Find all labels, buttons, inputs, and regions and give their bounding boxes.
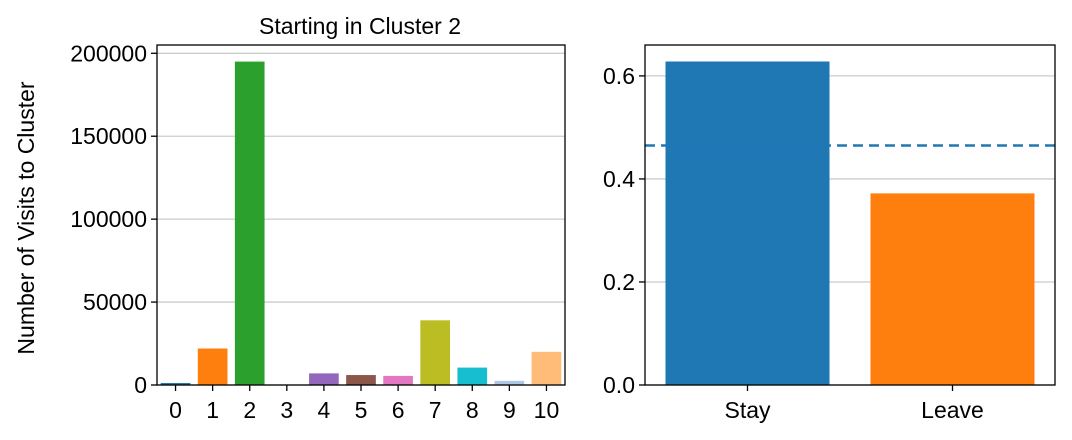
axes-frame [644, 44, 1056, 386]
x-tick-label: 4 [318, 397, 331, 423]
x-tick-label: 2 [243, 397, 256, 423]
x-tick-label: Stay [724, 397, 771, 423]
bar-2 [234, 61, 265, 386]
chart-cluster-visits: Starting in Cluster 2 Number of Visits t… [13, 13, 566, 423]
bar-7 [420, 320, 451, 385]
x-tick-label: Leave [921, 397, 984, 423]
bar-5 [346, 375, 376, 385]
bar-Stay [665, 61, 830, 385]
chart-title: Starting in Cluster 2 [259, 13, 461, 39]
x-tick-label: 1 [206, 397, 219, 423]
bar-6 [383, 375, 413, 385]
x-tick-label: 9 [503, 397, 516, 423]
y-tick-label: 0.4 [603, 166, 635, 192]
y-tick-label: 0.0 [603, 372, 635, 398]
x-tick-label: 10 [534, 397, 560, 423]
bar-Leave [870, 193, 1035, 385]
y-tick-label: 0.6 [603, 63, 635, 89]
y-tick-label: 100000 [70, 206, 147, 232]
bar-8 [457, 367, 488, 385]
axes-frame [156, 44, 566, 386]
bar-1 [197, 348, 228, 385]
y-tick-label: 200000 [70, 40, 147, 66]
bar-9 [494, 380, 525, 385]
bar-0 [160, 383, 191, 385]
x-tick-label: 7 [429, 397, 442, 423]
chart-stay-leave: 0.0 0.2 0.4 0.6 Stay Leave [603, 44, 1056, 423]
y-tick-label: 0.2 [603, 269, 635, 295]
x-tick-label: 5 [355, 397, 368, 423]
x-tick-label: 6 [392, 397, 405, 423]
x-tick-label: 8 [466, 397, 479, 423]
bar-10 [531, 351, 562, 385]
y-axis-label: Number of Visits to Cluster [13, 81, 39, 354]
x-tick-label: 3 [280, 397, 293, 423]
bar-4 [309, 373, 339, 385]
y-tick-label: 50000 [83, 289, 147, 315]
x-tick-label: 0 [169, 397, 182, 423]
y-tick-label: 150000 [70, 123, 147, 149]
y-tick-label: 0 [134, 372, 147, 398]
